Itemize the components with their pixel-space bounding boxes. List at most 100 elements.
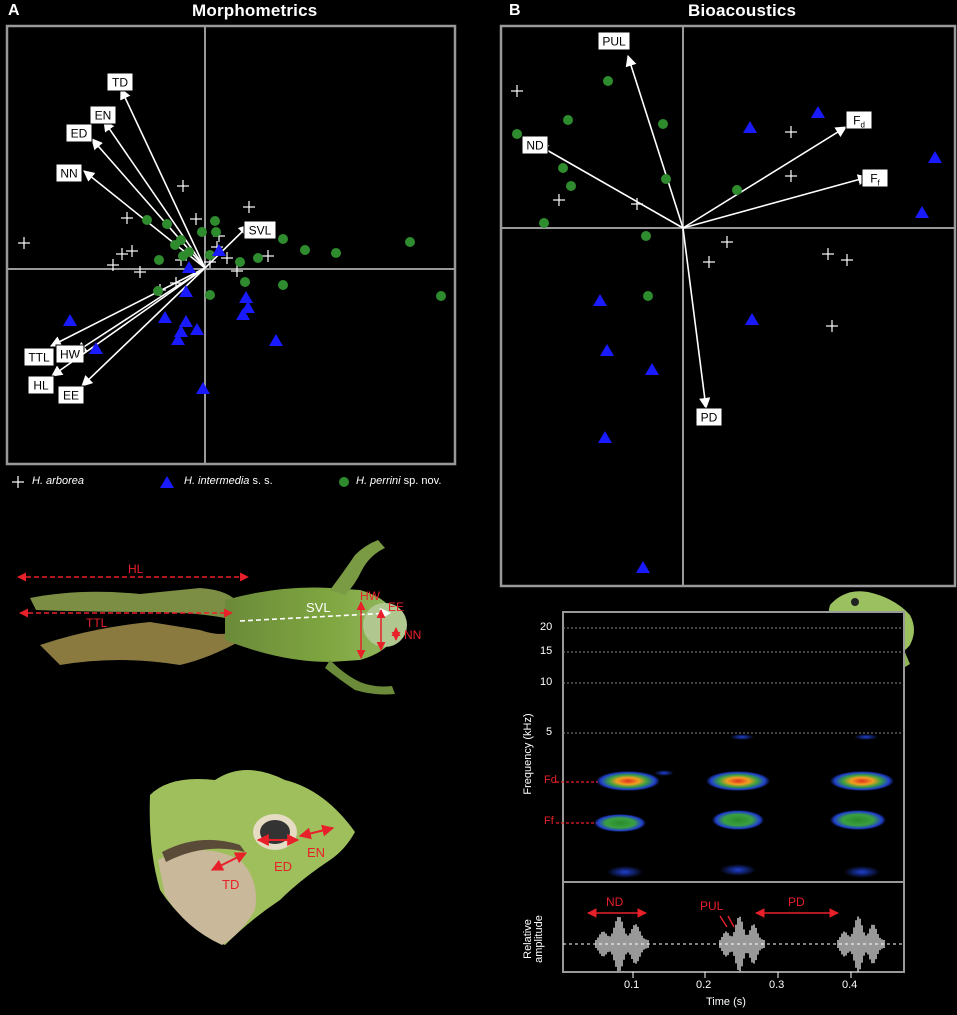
point-perrini [558, 163, 568, 173]
point-perrini [154, 255, 164, 265]
point-intermedia [196, 382, 210, 394]
ytick-15: 15 [540, 645, 553, 657]
point-intermedia [236, 308, 250, 320]
vector-label-box [106, 72, 134, 92]
vector-nd [537, 144, 684, 229]
point-arborea [262, 250, 274, 262]
legend-item-intermedia: H. intermedia s. s. [184, 475, 273, 487]
vector-label-fd: Fd [853, 114, 865, 130]
point-intermedia [158, 311, 172, 323]
vector-ttl [50, 267, 206, 347]
point-perrini [253, 253, 263, 263]
point-intermedia [915, 206, 929, 218]
annotation-nd: ND [606, 895, 624, 909]
legend-triangle-marker [160, 476, 174, 488]
vector-ed [91, 138, 206, 269]
point-perrini [603, 76, 613, 86]
point-intermedia [241, 301, 255, 313]
point-perrini [566, 181, 576, 191]
point-intermedia [63, 314, 77, 326]
panel-a-vectors: TD EN ED NN SVL TTL HW HL EE [23, 72, 277, 405]
vector-hw [75, 267, 206, 353]
spectrogram-xlabel: Time (s) [706, 996, 746, 1008]
vector-label-box [65, 123, 93, 143]
frog-body-illustration [17, 540, 407, 695]
frog-label-ee: EE [388, 600, 405, 614]
point-perrini [153, 286, 163, 296]
point-intermedia [269, 334, 283, 346]
point-perrini [278, 280, 288, 290]
vector-label-en: EN [95, 109, 112, 123]
vector-label-box [27, 375, 55, 395]
point-perrini [732, 185, 742, 195]
legend-cross-marker [12, 476, 24, 488]
vector-label-box [55, 163, 83, 183]
point-arborea [553, 194, 565, 206]
point-arborea [190, 213, 202, 225]
point-intermedia [171, 333, 185, 345]
point-perrini [331, 248, 341, 258]
point-intermedia [811, 106, 825, 118]
ytick-20: 20 [540, 621, 553, 633]
point-perrini [405, 237, 415, 247]
panel-a-points [18, 180, 446, 394]
vector-label-nd: ND [526, 139, 544, 153]
frog-label-hl: HL [128, 562, 144, 576]
vector-pd [682, 227, 711, 410]
point-perrini [539, 218, 549, 228]
vector-label-box [23, 347, 55, 367]
legend-suffix: sp. nov. [400, 475, 442, 487]
spectrogram-plot [556, 611, 905, 978]
xtick-0.3: 0.3 [769, 979, 785, 991]
point-perrini [235, 257, 245, 267]
vector-label-box [57, 385, 85, 405]
legend-species: H. perrini [356, 475, 401, 487]
point-arborea [703, 256, 715, 268]
point-perrini [240, 277, 250, 287]
vector-label-box [521, 135, 549, 155]
point-arborea [177, 180, 189, 192]
point-arborea [18, 237, 30, 249]
point-arborea [134, 266, 146, 278]
panel-b-letter: B [509, 2, 521, 19]
head-label-en: EN [307, 845, 326, 860]
point-perrini [205, 250, 215, 260]
frog-head-illustration [149, 770, 355, 945]
spectrogram-ylabel-amplitude: Relative amplitude [522, 915, 545, 963]
point-perrini [162, 219, 172, 229]
point-perrini [436, 291, 446, 301]
point-intermedia [928, 151, 942, 163]
point-perrini [142, 215, 152, 225]
freq-label-ff: Ff [544, 815, 554, 827]
point-intermedia [636, 561, 650, 573]
point-intermedia [179, 315, 193, 327]
vector-fd [682, 126, 847, 229]
vector-label-ee: EE [63, 389, 79, 403]
vector-label-pd: PD [701, 411, 718, 425]
point-perrini [278, 234, 288, 244]
vector-label-box [695, 407, 723, 427]
panel-a-letter: A [8, 2, 20, 19]
spectrogram-ylabel-frequency: Frequency (kHz) [522, 713, 534, 795]
point-arborea [785, 126, 797, 138]
point-arborea [511, 85, 523, 97]
xtick-0.4: 0.4 [842, 979, 858, 991]
point-arborea [721, 236, 733, 248]
xtick-0.2: 0.2 [696, 979, 712, 991]
point-arborea [221, 252, 233, 264]
vector-label-svl: SVL [249, 224, 272, 238]
point-perrini [300, 245, 310, 255]
panel-b-plot [499, 24, 957, 588]
point-intermedia [89, 342, 103, 354]
point-perrini [512, 129, 522, 139]
head-label-td: TD [222, 877, 240, 892]
legend-markers [12, 476, 349, 488]
point-intermedia [593, 294, 607, 306]
frog-label-svl: SVL [306, 600, 331, 615]
vector-hl [51, 267, 206, 377]
vector-label-box [861, 168, 889, 188]
annotation-pul: PUL [700, 899, 724, 913]
vector-label-td: TD [112, 76, 128, 90]
point-intermedia [190, 323, 204, 335]
